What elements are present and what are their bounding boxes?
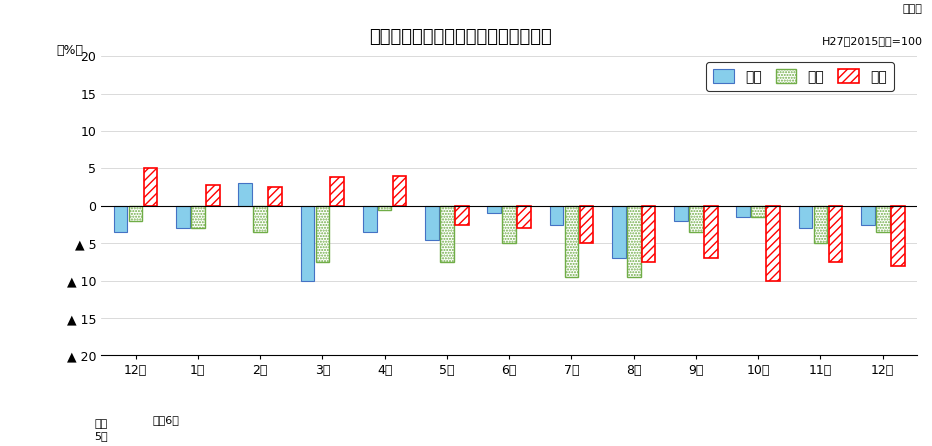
Bar bbox=[176, 206, 190, 228]
Text: 令和
5年: 令和 5年 bbox=[94, 419, 107, 441]
Bar bbox=[799, 206, 813, 228]
Text: （%）: （%） bbox=[57, 44, 84, 57]
Bar bbox=[206, 185, 220, 206]
Bar bbox=[550, 206, 563, 224]
Bar bbox=[861, 206, 874, 224]
Bar bbox=[440, 206, 454, 262]
Bar bbox=[502, 206, 516, 243]
Bar bbox=[674, 206, 688, 221]
Bar bbox=[455, 206, 469, 224]
Bar bbox=[377, 206, 391, 210]
Text: H27（2015）年=100: H27（2015）年=100 bbox=[822, 36, 923, 45]
Bar bbox=[829, 206, 843, 262]
Bar bbox=[144, 169, 158, 206]
Bar bbox=[363, 206, 377, 232]
Bar bbox=[316, 206, 329, 262]
Bar bbox=[425, 206, 439, 240]
Bar bbox=[239, 183, 252, 206]
Bar bbox=[114, 206, 128, 232]
Bar bbox=[565, 206, 578, 277]
Bar bbox=[814, 206, 828, 243]
Bar bbox=[580, 206, 594, 243]
Bar bbox=[612, 206, 625, 258]
Bar bbox=[736, 206, 750, 217]
Title: 生産・出荷・在庫の前年同月比の推移: 生産・出荷・在庫の前年同月比の推移 bbox=[369, 29, 552, 46]
Bar bbox=[392, 176, 406, 206]
Text: 原指数: 原指数 bbox=[903, 4, 923, 14]
Bar bbox=[891, 206, 905, 266]
Bar bbox=[627, 206, 640, 277]
Bar bbox=[689, 206, 703, 232]
Text: 令和6年: 令和6年 bbox=[153, 415, 179, 425]
Bar bbox=[704, 206, 718, 258]
Bar bbox=[751, 206, 765, 217]
Bar bbox=[191, 206, 205, 228]
Bar bbox=[129, 206, 143, 221]
Bar bbox=[301, 206, 314, 281]
Bar bbox=[331, 178, 344, 206]
Legend: 生産, 出荷, 在庫: 生産, 出荷, 在庫 bbox=[706, 62, 894, 91]
Bar bbox=[268, 187, 281, 206]
Bar bbox=[487, 206, 501, 213]
Bar bbox=[766, 206, 780, 281]
Bar bbox=[254, 206, 267, 232]
Bar bbox=[642, 206, 655, 262]
Bar bbox=[876, 206, 890, 232]
Bar bbox=[517, 206, 531, 228]
